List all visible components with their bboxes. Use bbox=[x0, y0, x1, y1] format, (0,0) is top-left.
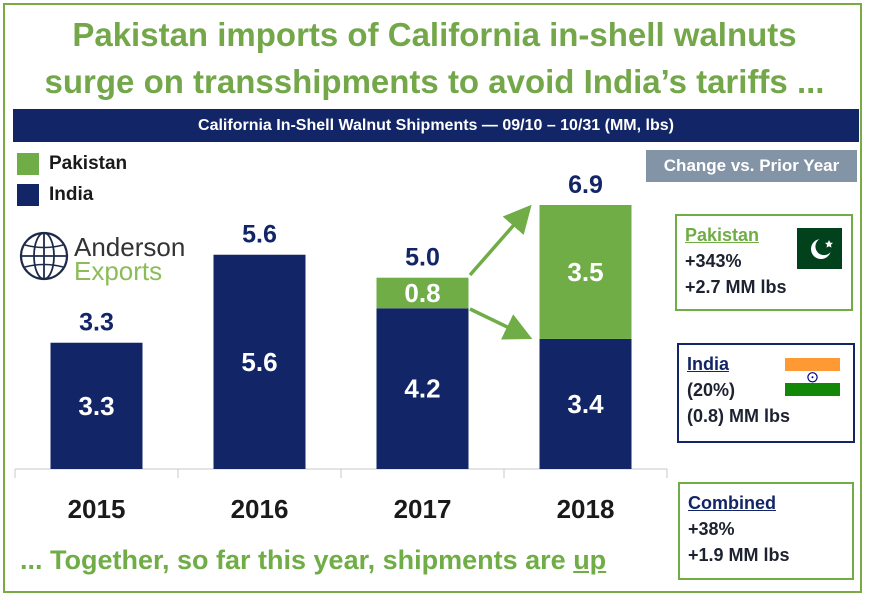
pakistan-change-pct: +343% bbox=[685, 251, 742, 271]
combined-change-head: Combined bbox=[688, 493, 776, 513]
data-label-india-2015: 3.3 bbox=[78, 391, 114, 421]
india-change-head: India bbox=[687, 354, 730, 374]
combined-change-lbs: +1.9 MM lbs bbox=[688, 545, 790, 565]
legend-swatch-india bbox=[17, 184, 39, 206]
legend-swatch-pakistan bbox=[17, 153, 39, 175]
combined-change-pct: +38% bbox=[688, 519, 735, 539]
x-tick-label-2015: 2015 bbox=[68, 494, 126, 524]
x-tick-label-2016: 2016 bbox=[231, 494, 289, 524]
footer-emphasis: up bbox=[573, 545, 607, 575]
data-label-pakistan-2017: 0.8 bbox=[404, 278, 440, 308]
chart-title-line2: surge on transshipments to avoid India’s… bbox=[44, 63, 825, 100]
data-label-india-2016: 5.6 bbox=[241, 347, 277, 377]
data-label-pakistan-2018: 3.5 bbox=[567, 257, 603, 287]
india-change-pct: (20%) bbox=[687, 380, 736, 400]
india-change-lbs: (0.8) MM lbs bbox=[687, 406, 791, 426]
bar-india-2016 bbox=[213, 254, 306, 469]
footer-text: ... Together, so far this year, shipment… bbox=[20, 545, 574, 575]
bar-pakistan-2018 bbox=[539, 205, 632, 339]
pakistan-change-lbs: +2.7 MM lbs bbox=[685, 277, 787, 297]
arrow-india-decline bbox=[469, 307, 533, 340]
logo-subname: Exports bbox=[74, 256, 163, 286]
footer-caption: ... Together, so far this year, shipment… bbox=[20, 540, 670, 580]
logo-name: Anderson bbox=[74, 232, 186, 262]
total-label-2015: 3.3 bbox=[79, 309, 114, 337]
total-label-2016: 5.6 bbox=[242, 221, 277, 249]
legend-label-india: India bbox=[49, 184, 94, 205]
bar-india-2015 bbox=[50, 342, 143, 469]
globe-logo-icon bbox=[19, 231, 69, 281]
x-tick-label-2017: 2017 bbox=[394, 494, 452, 524]
bar-pakistan-2017 bbox=[376, 277, 469, 309]
total-label-2018: 6.9 bbox=[568, 171, 603, 199]
chart-subtitle: California In-Shell Walnut Shipments — 0… bbox=[13, 109, 859, 142]
arrow-pakistan-growth bbox=[468, 204, 532, 277]
pakistan-change-head: Pakistan bbox=[685, 225, 760, 245]
combined-change-box: Combined +38% +1.9 MM lbs bbox=[678, 482, 854, 580]
bar-india-2018 bbox=[539, 338, 632, 469]
chart-title-line1: Pakistan imports of California in-shell … bbox=[72, 16, 797, 53]
pakistan-flag-icon bbox=[797, 228, 842, 269]
change-header: Change vs. Prior Year bbox=[646, 150, 857, 182]
data-label-india-2018: 3.4 bbox=[567, 389, 604, 419]
x-tick-label-2018: 2018 bbox=[557, 494, 615, 524]
legend-label-pakistan: Pakistan bbox=[49, 153, 128, 174]
bar-india-2017 bbox=[376, 308, 469, 469]
total-label-2017: 5.0 bbox=[405, 244, 440, 272]
data-label-india-2017: 4.2 bbox=[404, 374, 440, 404]
india-flag-icon bbox=[785, 358, 840, 396]
